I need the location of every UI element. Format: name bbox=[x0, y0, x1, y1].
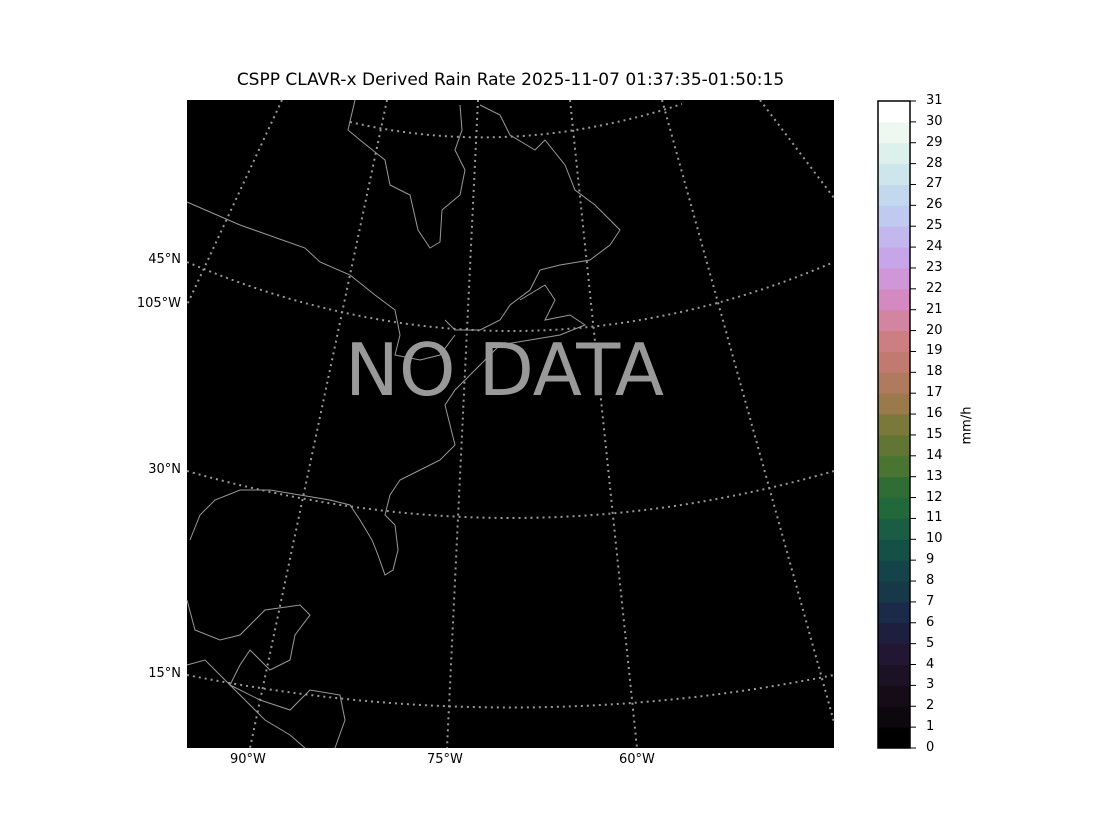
colorbar bbox=[877, 100, 916, 749]
colorbar-tick-label: 4 bbox=[926, 656, 935, 672]
map-background bbox=[187, 100, 834, 748]
colorbar-tick-label: 31 bbox=[926, 93, 943, 108]
colorbar-segment bbox=[878, 393, 910, 415]
lat-label-45n: 45°N bbox=[148, 252, 181, 267]
colorbar-segment bbox=[878, 434, 910, 457]
colorbar-tick-label: 15 bbox=[926, 426, 943, 442]
colorbar-label: mm/h bbox=[959, 406, 975, 445]
colorbar-segment bbox=[878, 518, 910, 540]
colorbar-segment bbox=[878, 267, 910, 290]
colorbar-tick-label: 22 bbox=[926, 280, 943, 296]
meridian-30w bbox=[759, 99, 835, 199]
colorbar-segment bbox=[878, 247, 910, 269]
colorbar-tick-label: 19 bbox=[926, 343, 943, 359]
colorbar-segment bbox=[878, 184, 910, 206]
colorbar-segment bbox=[878, 685, 910, 707]
colorbar-tick-label: 10 bbox=[926, 531, 943, 547]
colorbar-frame bbox=[877, 100, 911, 749]
colorbar-segment bbox=[878, 351, 910, 373]
colorbar-tick-label: 7 bbox=[926, 593, 935, 609]
colorbar-tick-label: 2 bbox=[926, 698, 935, 714]
meridian-75w bbox=[446, 99, 479, 749]
colorbar-tick-label: 1 bbox=[926, 719, 935, 735]
colorbar-tick-label: 17 bbox=[926, 385, 943, 401]
colorbar-segment bbox=[878, 205, 910, 227]
parallel-15n bbox=[186, 674, 835, 709]
colorbar-tick-label: 23 bbox=[926, 259, 943, 275]
colorbar-tick-label: 25 bbox=[926, 218, 943, 234]
colorbar-segment bbox=[878, 121, 910, 144]
chart-title: CSPP CLAVR-x Derived Rain Rate 2025-11-0… bbox=[236, 70, 785, 90]
lon-label-60w: 60°W bbox=[619, 752, 655, 767]
colorbar-tick-label: 12 bbox=[926, 489, 943, 505]
lon-label-105w: 105°W bbox=[136, 296, 181, 311]
colorbar-segment bbox=[878, 706, 910, 728]
colorbar-tick-label: 8 bbox=[926, 573, 935, 589]
colorbar-tick-label: 3 bbox=[926, 677, 935, 693]
colorbar-segment bbox=[878, 581, 910, 603]
colorbar-tick-label: 29 bbox=[926, 134, 943, 150]
colorbar-tick-label: 14 bbox=[926, 447, 943, 463]
colorbar-tick-label: 5 bbox=[926, 635, 935, 651]
border-line bbox=[186, 201, 456, 361]
colorbar-tick-label: 28 bbox=[926, 155, 943, 171]
colorbar-segment bbox=[878, 226, 910, 248]
colorbar-segment bbox=[878, 727, 910, 749]
meridian-60w bbox=[569, 99, 638, 749]
colorbar-tick-label: 30 bbox=[926, 113, 943, 129]
colorbar-segment bbox=[878, 330, 910, 352]
colorbar-segment bbox=[878, 372, 910, 394]
lat-label-15n: 15°N bbox=[148, 666, 181, 681]
maritimes-coast bbox=[189, 284, 587, 576]
colorbar-tick-label: 18 bbox=[926, 364, 943, 380]
colorbar-segment bbox=[878, 309, 910, 332]
coastlines bbox=[186, 99, 621, 749]
colorbar-segment bbox=[878, 601, 910, 624]
colorbar-segment bbox=[878, 142, 910, 165]
colorbar-segment bbox=[878, 539, 910, 561]
parallel-top bbox=[349, 103, 683, 139]
colorbar-segment bbox=[878, 497, 910, 519]
colorbar-segment bbox=[878, 664, 910, 686]
colorbar-tick-label: 0 bbox=[926, 740, 935, 755]
colorbar-tick-label: 6 bbox=[926, 614, 935, 630]
colorbar-tick-label: 24 bbox=[926, 239, 943, 255]
colorbar-segment bbox=[878, 101, 910, 123]
colorbar-segment bbox=[878, 622, 910, 645]
colorbar-tick-label: 21 bbox=[926, 301, 943, 317]
colorbar-segment bbox=[878, 163, 910, 185]
meridian-90w bbox=[249, 99, 388, 749]
lon-label-90w: 90°W bbox=[230, 752, 266, 767]
colorbar-tick-label: 27 bbox=[926, 176, 943, 192]
colorbar-tick-label: 9 bbox=[926, 552, 935, 568]
colorbar-segment bbox=[878, 643, 910, 666]
colorbar-segment bbox=[878, 476, 910, 499]
graticule bbox=[186, 99, 835, 749]
colorbar-tick-label: 13 bbox=[926, 468, 943, 484]
lon-label-75w: 75°W bbox=[427, 752, 463, 767]
map-no-data-text: NO DATA bbox=[345, 328, 664, 412]
colorbar-tick-label: 11 bbox=[926, 510, 943, 526]
colorbar-segment bbox=[878, 560, 910, 582]
central-america-coast bbox=[186, 599, 346, 749]
lat-label-30n: 30°N bbox=[148, 462, 181, 477]
hudson-bay-coast bbox=[347, 99, 466, 249]
colorbar-segment bbox=[878, 288, 910, 311]
colorbar-segment bbox=[878, 455, 910, 478]
colorbar-tick-label: 20 bbox=[926, 322, 943, 338]
mexico-coast bbox=[186, 659, 306, 749]
colorbar-segment bbox=[878, 414, 910, 436]
colorbar-tick-label: 16 bbox=[926, 406, 943, 422]
colorbar-tick-label: 26 bbox=[926, 197, 943, 213]
labrador-coast bbox=[444, 104, 621, 331]
meridian-105w bbox=[186, 99, 283, 306]
